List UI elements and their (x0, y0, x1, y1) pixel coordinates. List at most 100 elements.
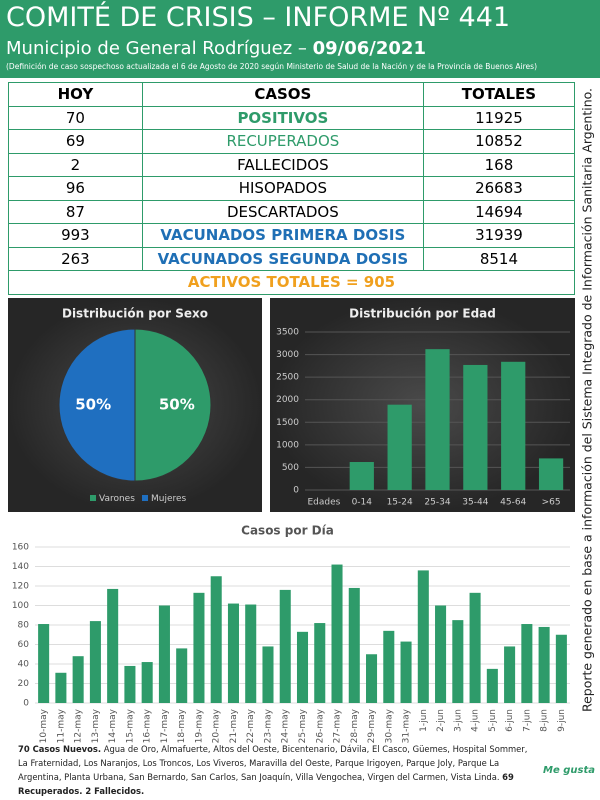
bar (107, 588, 119, 703)
x-tick-label: 13-may (91, 708, 101, 743)
x-tick-label: 28-may (350, 708, 360, 743)
column-header: HOY (8, 82, 143, 107)
x-tick-label: 45-64 (500, 498, 526, 508)
x-tick-label: Edades (307, 498, 340, 508)
x-tick-label: 17-may (160, 708, 170, 743)
x-tick-label: 3-jun (453, 709, 463, 732)
legend-swatch (90, 495, 96, 501)
data-label: 50% (75, 396, 111, 414)
header: COMITÉ DE CRISIS – INFORME Nº 441 Munici… (0, 0, 600, 78)
bar (538, 458, 564, 490)
bar (400, 641, 412, 703)
bar (425, 349, 450, 490)
data-label: 50% (159, 396, 195, 414)
x-tick-label: 26-may (315, 708, 325, 743)
y-tick-label: 140 (12, 562, 29, 572)
chart-title: Distribución por Sexo (62, 307, 208, 321)
bar (193, 592, 205, 703)
x-tick-label: 29-may (367, 708, 377, 743)
x-tick-label: 5-jun (488, 709, 498, 732)
table-cell: 8514 (422, 246, 576, 271)
y-tick-label: 3500 (276, 328, 299, 338)
bar (72, 656, 84, 703)
bar (435, 605, 447, 703)
x-tick-label: 2-jun (436, 709, 446, 732)
bar (55, 672, 67, 703)
y-tick-label: 160 (12, 543, 29, 553)
bar (452, 620, 464, 703)
bar (521, 624, 533, 703)
x-tick-label: 25-may (298, 708, 308, 743)
bar (141, 662, 153, 703)
table-cell: 10852 (422, 129, 576, 154)
x-tick-label: 14-may (108, 708, 118, 743)
x-tick-label: 1-jun (419, 709, 429, 732)
x-tick-label: 11-may (56, 708, 66, 743)
table-cell: 11925 (422, 105, 576, 130)
y-tick-label: 100 (12, 601, 29, 611)
subtitle-text: Municipio de General Rodríguez – (6, 38, 313, 59)
x-tick-label: 4-jun (471, 709, 481, 732)
table-cell: HISOPADOS (141, 176, 424, 201)
footer-bold: 69 Recuperados. 2 Fallecidos. (18, 772, 514, 796)
table-row: 69 RECUPERADOS 10852 (8, 129, 576, 154)
y-tick-label: 20 (18, 679, 30, 689)
y-tick-label: 500 (282, 463, 299, 473)
table-cell: POSITIVOS (141, 105, 424, 130)
bar (383, 630, 395, 703)
summary-table: HOY CASOS TOTALES 70 POSITIVOS 11925 69 RECUPER… (8, 82, 576, 295)
table-cell: 69 (8, 129, 143, 154)
bar (314, 623, 326, 703)
x-tick-label: 12-may (74, 708, 84, 743)
bar (296, 631, 309, 703)
bar (227, 603, 239, 703)
bar (366, 654, 378, 703)
bar (417, 570, 429, 703)
x-tick-label: 23-may (263, 708, 273, 743)
bar (262, 646, 274, 703)
bar (504, 646, 516, 703)
footer-bold: 70 Casos Nuevos. (18, 744, 102, 754)
y-tick-label: 2000 (276, 395, 299, 405)
x-tick-label: 9-jun (557, 709, 567, 732)
table-row: 96 HISOPADOS 26683 (8, 176, 576, 201)
title: COMITÉ DE CRISIS – INFORME Nº 441 (6, 2, 511, 33)
bar (38, 624, 50, 703)
bar (331, 564, 343, 703)
pie-slice (134, 328, 212, 482)
table-cell: 2 (8, 152, 143, 177)
chart-title: Casos por Día (241, 524, 334, 538)
y-tick-label: 0 (23, 699, 29, 709)
table-cell: FALLECIDOS (141, 152, 424, 177)
x-tick-label: 8-jun (540, 709, 550, 732)
header-row: HOY CASOS TOTALES (8, 82, 576, 107)
logo: Me gusta (543, 765, 595, 776)
footer: 70 Casos Nuevos. Agua de Oro, Almafuerte… (18, 742, 533, 798)
x-tick-label: 19-may (194, 708, 204, 743)
table-cell: 26683 (422, 176, 576, 201)
x-tick-label: 15-24 (387, 498, 413, 508)
x-tick-label: 18-may (177, 708, 187, 743)
x-tick-label: 15-may (125, 708, 135, 743)
bar (279, 589, 291, 703)
bar (124, 665, 136, 703)
bar (463, 364, 488, 490)
bar (501, 361, 526, 490)
bar (89, 621, 101, 703)
legend-swatch (142, 495, 148, 501)
total-row: ACTIVOS TOTALES = 905 (8, 270, 575, 295)
table-cell: RECUPERADOS (141, 129, 424, 154)
x-tick-label: 21-may (229, 708, 239, 743)
table-cell: DESCARTADOS (141, 199, 424, 224)
bar (158, 605, 170, 703)
subtitle: Municipio de General Rodríguez – 09/06/2… (6, 38, 426, 59)
x-tick-label: >65 (542, 498, 561, 508)
x-tick-label: 35-44 (462, 498, 488, 508)
y-tick-label: 80 (18, 621, 30, 631)
chart-title: Distribución por Edad (349, 307, 496, 321)
column-header: CASOS (141, 82, 424, 107)
legend-label: Mujeres (151, 494, 187, 504)
x-tick-label: 27-may (333, 708, 343, 743)
